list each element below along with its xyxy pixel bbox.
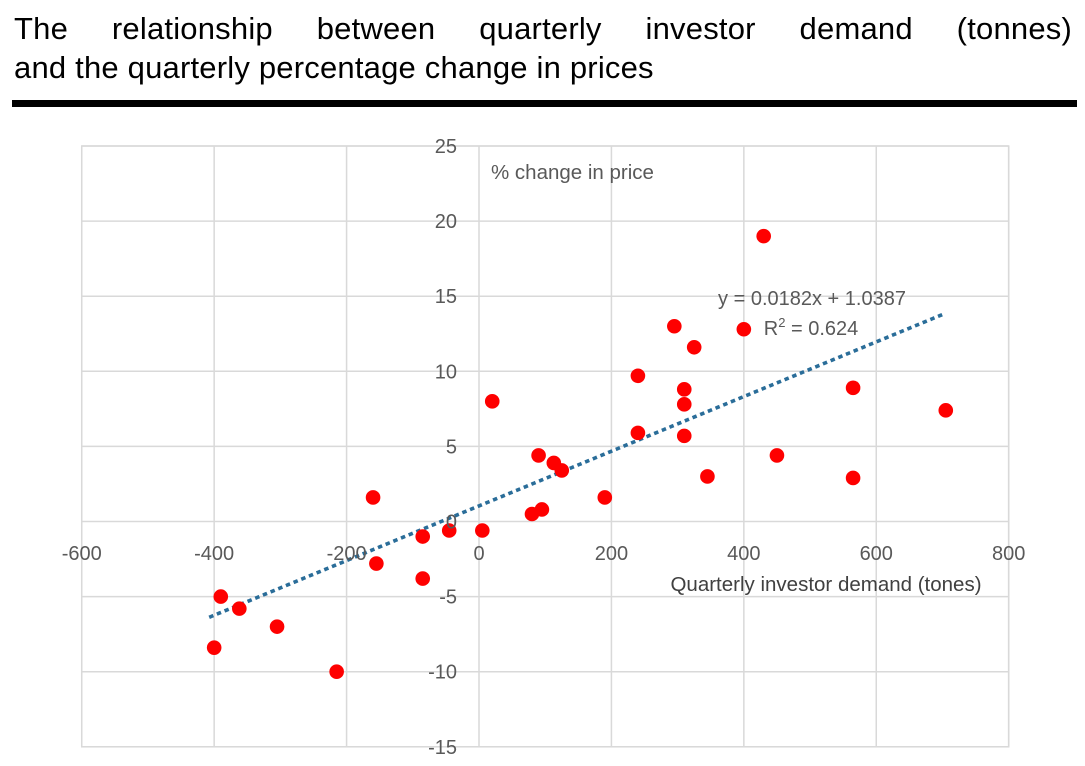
- data-point: [676, 397, 692, 412]
- title-underline: [12, 100, 1077, 107]
- data-point: [630, 425, 646, 441]
- data-point: [213, 589, 229, 604]
- y-tick-label: -10: [428, 662, 457, 684]
- page-title: The relationship between quarterly inves…: [14, 9, 1072, 87]
- data-point: [329, 664, 344, 679]
- data-point: [736, 321, 752, 337]
- data-point: [365, 490, 381, 505]
- x-tick-label: -600: [62, 543, 102, 565]
- x-tick-label: 600: [860, 543, 893, 565]
- data-point: [441, 523, 457, 538]
- data-point: [415, 571, 431, 586]
- trendline-equation: y = 0.0182x + 1.0387: [718, 288, 906, 310]
- plot-area-frame: [80, 145, 1010, 748]
- y-tick-label: 0: [446, 512, 457, 534]
- data-point: [686, 339, 702, 355]
- data-point: [938, 403, 954, 418]
- data-point: [845, 470, 861, 486]
- y-tick-label: 10: [435, 361, 457, 383]
- data-point: [676, 428, 692, 444]
- data-point: [554, 463, 570, 478]
- x-tick-label: 400: [727, 543, 760, 565]
- y-tick-label: -15: [428, 737, 457, 759]
- gridlines: [80, 145, 1010, 748]
- x-tick-label: 0: [473, 543, 484, 565]
- data-point: [415, 529, 431, 544]
- x-tick-label: 200: [595, 543, 628, 565]
- data-point: [475, 523, 490, 538]
- data-point: [534, 502, 550, 517]
- y-tick-label: 25: [435, 136, 457, 158]
- data-points: [206, 228, 954, 679]
- data-point: [630, 368, 646, 384]
- data-point: [369, 556, 384, 571]
- y-axis-tick-labels: 25 20 15 10 5 0 -5 -10 -15: [428, 136, 457, 759]
- data-point: [269, 619, 285, 634]
- y-tick-label: 5: [446, 436, 457, 458]
- data-point: [206, 640, 222, 655]
- x-tick-label: 800: [992, 543, 1025, 565]
- data-point: [232, 601, 247, 616]
- data-point: [531, 448, 546, 463]
- data-point: [769, 448, 785, 463]
- trendline: [208, 312, 945, 619]
- x-tick-label: -200: [327, 543, 367, 565]
- data-point: [845, 380, 861, 396]
- data-point: [676, 382, 692, 397]
- x-axis-title: Quarterly investor demand (tones): [670, 573, 981, 596]
- y-tick-label: -5: [439, 587, 457, 609]
- trendline-r-squared: R2 = 0.624: [764, 315, 859, 340]
- y-axis-title: % change in price: [491, 161, 654, 184]
- data-point: [484, 394, 500, 409]
- data-point: [667, 318, 682, 334]
- data-point: [756, 228, 772, 244]
- y-tick-label: 20: [435, 211, 457, 233]
- y-tick-label: 15: [435, 286, 457, 308]
- data-point: [700, 469, 715, 484]
- data-point: [597, 490, 613, 505]
- page-title-line-2: and the quarterly percentage change in p…: [14, 50, 654, 85]
- trendline-group: [208, 312, 945, 619]
- page-title-line-1: The relationship between quarterly inves…: [14, 11, 1072, 46]
- x-tick-label: -400: [194, 543, 234, 565]
- x-axis-tick-labels: -600 -400 -200 0 200 400 600 800: [62, 543, 1026, 565]
